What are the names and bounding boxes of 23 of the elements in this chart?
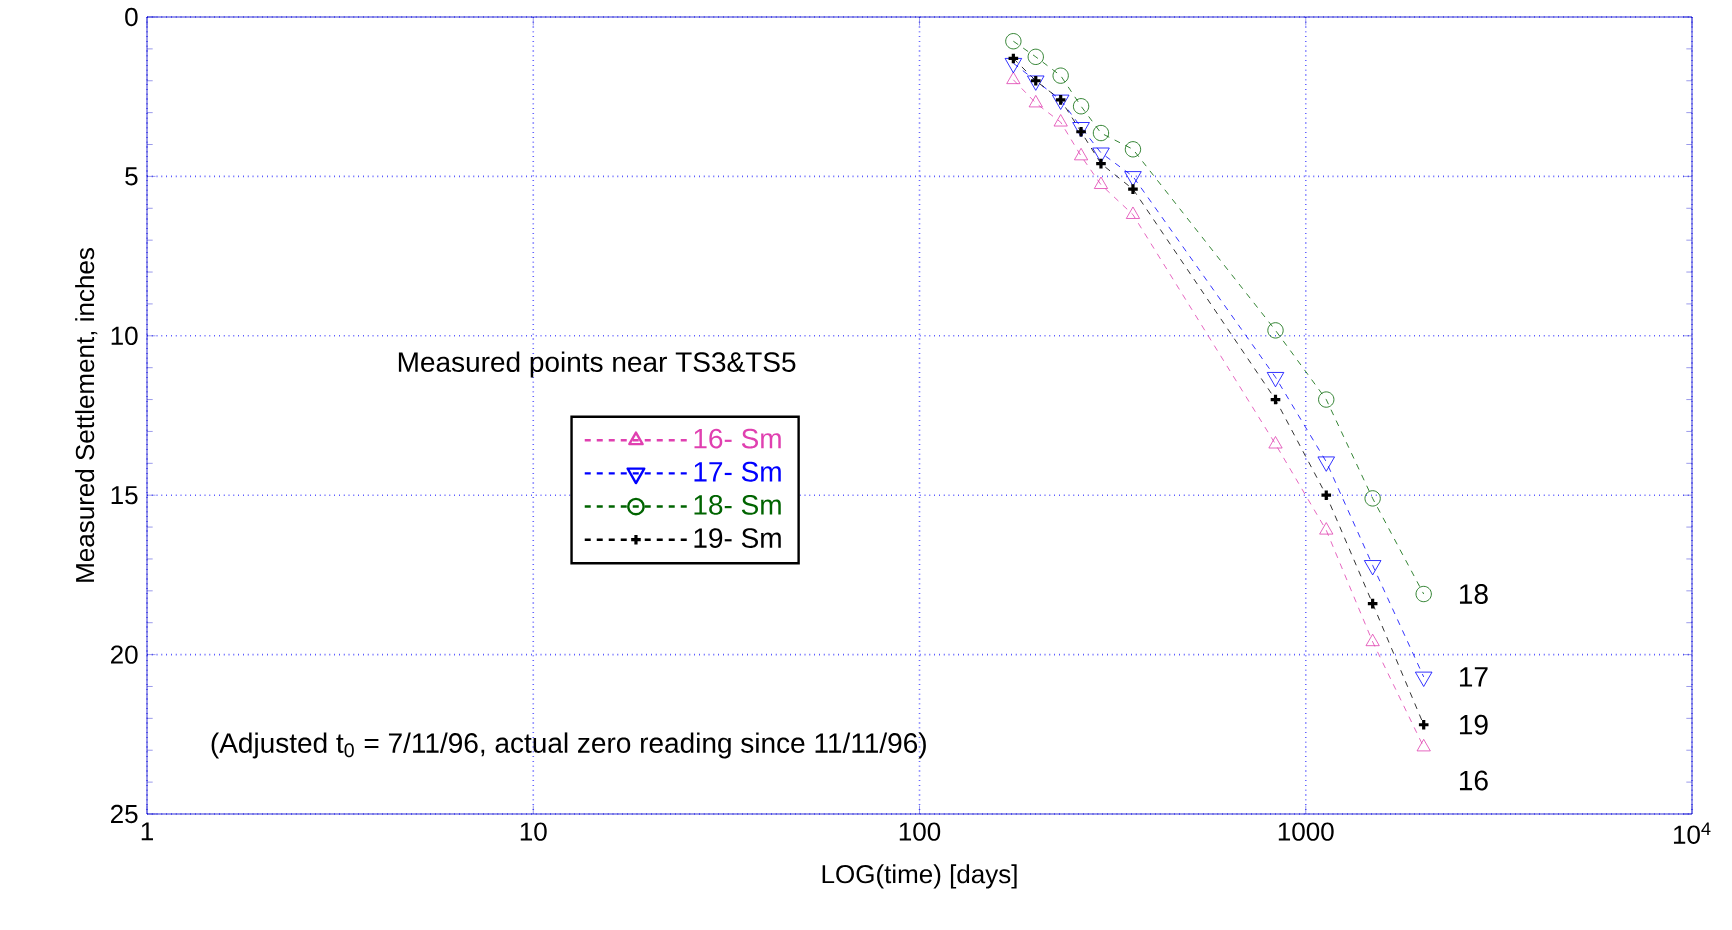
y-tick-label: 10 bbox=[111, 326, 138, 345]
annotation: 19 bbox=[1459, 714, 1488, 735]
legend-label: 18- Sm bbox=[694, 494, 781, 515]
x-tick-label: 100 bbox=[899, 822, 941, 841]
x-axis-title: LOG(time) [days] bbox=[822, 864, 1017, 889]
y-tick-label: 0 bbox=[125, 7, 138, 27]
x-tick-label: 1000 bbox=[1278, 822, 1334, 841]
x-tick-label: 10 bbox=[520, 822, 547, 841]
x-tick-label: 10$^{4}$ bbox=[1673, 822, 1711, 844]
y-axis-title: Measured Settlement, inches bbox=[75, 248, 98, 582]
y-tick-label: 25 bbox=[111, 804, 138, 824]
annotation: 18 bbox=[1459, 584, 1488, 604]
annotation: 17 bbox=[1459, 667, 1488, 687]
annotation: 16 bbox=[1459, 770, 1488, 791]
legend-label: 19- Sm bbox=[694, 528, 781, 548]
annotation: (Adjusted t$_{0}$ = 7/11/96, actual zero reading since 11/11/96) bbox=[211, 732, 926, 759]
y-tick-label: 20 bbox=[111, 645, 138, 664]
annotation: Measured points near TS3&TS5 bbox=[398, 351, 796, 378]
legend-label: 17- Sm bbox=[694, 461, 781, 482]
x-tick-label: 1 bbox=[141, 822, 153, 841]
y-tick-label: 5 bbox=[125, 167, 138, 186]
y-tick-label: 15 bbox=[111, 486, 138, 505]
legend-label: 16- Sm bbox=[694, 428, 781, 449]
